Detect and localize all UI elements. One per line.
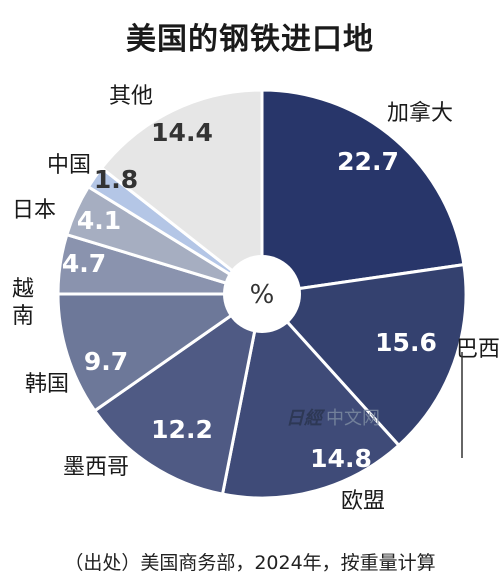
category-label-3: 墨西哥 <box>63 455 129 480</box>
value-label-4: 9.7 <box>84 347 128 376</box>
value-label-5: 4.7 <box>62 249 106 278</box>
category-label-5: 越南 <box>12 277 34 329</box>
value-label-3: 12.2 <box>151 415 213 444</box>
category-label-7: 中国 <box>47 153 91 178</box>
pie-slice-4 <box>56 292 267 413</box>
source-note: （出处）美国商务部，2024年，按重量计算 <box>64 552 436 574</box>
category-label-4: 韩国 <box>25 372 69 397</box>
watermark: 日經 中文网 <box>286 404 380 430</box>
value-label-6: 4.1 <box>77 206 121 235</box>
unit-label: % <box>250 280 275 310</box>
pie-slice-0 <box>260 88 466 296</box>
category-label-6: 日本 <box>12 198 56 223</box>
chart-title: 美国的钢铁进口地 <box>126 22 374 57</box>
category-label-0: 加拿大 <box>387 100 453 126</box>
value-label-0: 22.7 <box>337 147 399 176</box>
value-label-1: 15.6 <box>375 328 437 357</box>
category-label-2: 欧盟 <box>341 489 385 514</box>
pie-slices <box>56 88 468 500</box>
pie-slice-8 <box>99 88 264 298</box>
category-label-1: 巴西 <box>456 337 500 362</box>
pie-slice-2 <box>220 290 401 500</box>
watermark-logo: 日經 <box>286 408 322 429</box>
value-label-2: 14.8 <box>310 444 372 473</box>
value-label-7: 1.8 <box>94 165 138 194</box>
donut-hole <box>223 255 301 333</box>
value-label-8: 14.4 <box>151 118 213 147</box>
watermark-text: 中文网 <box>326 408 380 429</box>
pie-slice-1 <box>259 262 468 448</box>
category-label-8: 其他 <box>109 84 153 109</box>
pie-slice-3 <box>92 290 265 496</box>
